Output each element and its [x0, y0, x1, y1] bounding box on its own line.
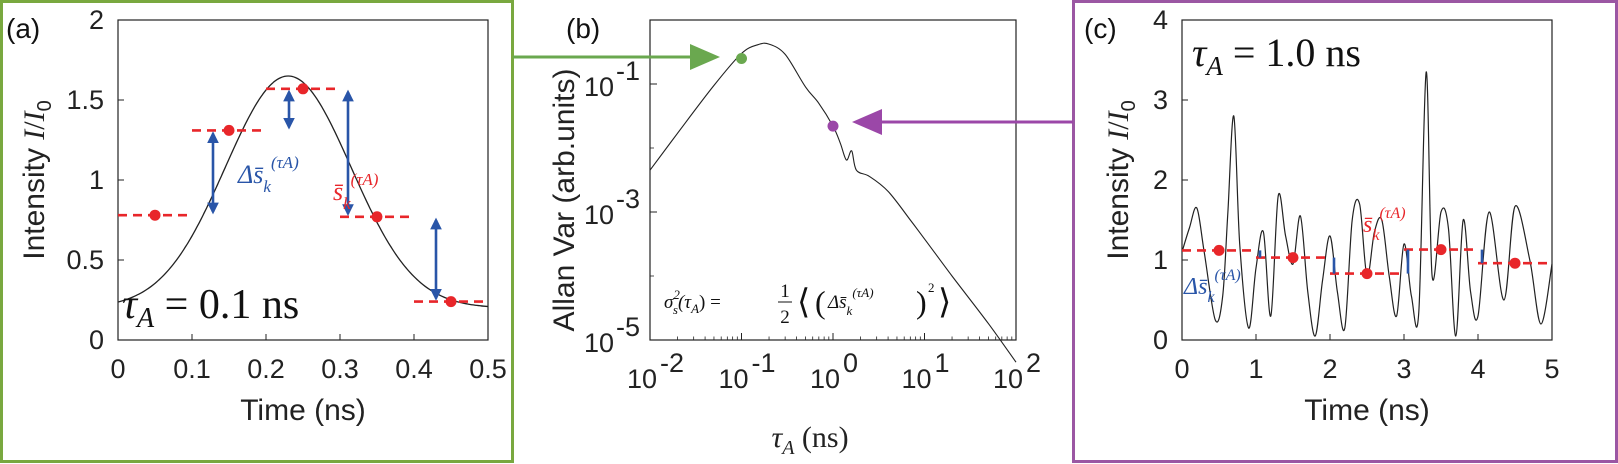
panel-c-y-axis-label: Intensity I/I0	[1102, 100, 1140, 260]
x-tick-label: 10	[993, 364, 1023, 394]
x-tick-label: 10	[627, 364, 657, 394]
panel-a-label: (a)	[6, 13, 40, 44]
svg-text:2: 2	[928, 280, 935, 295]
mean-step-point	[1509, 257, 1521, 269]
y-tick-exponent: -5	[616, 312, 640, 342]
x-tick-label: 0	[1174, 354, 1189, 384]
connector-purple	[852, 109, 1073, 135]
y-tick-label: 10	[584, 200, 614, 230]
mean-step-point	[1361, 268, 1373, 280]
mean-step-point	[371, 211, 383, 223]
panel-a-frame	[0, 0, 514, 463]
panel-a-curve-group	[117, 75, 489, 308]
x-tick-exponent: -1	[752, 348, 776, 378]
x-tick-label: 10	[901, 364, 931, 394]
svg-text:1: 1	[780, 281, 790, 302]
svg-text:(: (	[815, 284, 826, 320]
mean-step-point	[445, 296, 457, 308]
x-tick-label: 0.3	[321, 354, 359, 384]
intensity-curve	[117, 75, 489, 308]
x-tick-label: 0.4	[395, 354, 433, 384]
mean-step-point	[223, 124, 235, 136]
tau-marker	[736, 53, 747, 65]
mean-step-point	[1287, 252, 1299, 264]
panel-b-label: (b)	[566, 13, 600, 44]
mean-step-point	[1213, 244, 1225, 256]
x-tick-exponent: 2	[1026, 348, 1041, 378]
x-tick-label: 4	[1470, 354, 1485, 384]
panel-c-tau-annotation: τA = 1.0 ns	[1192, 30, 1361, 81]
panel-b-curve-group	[649, 42, 1017, 363]
panel-c-x-axis-label: Time (ns)	[1304, 394, 1430, 427]
x-tick-label: 2	[1322, 354, 1337, 384]
x-tick-label: 10	[810, 364, 840, 394]
panel-a: (a) 0 0.1 0.2 0.3 0.4 0.500.511.52 Time (ns) …	[6, 5, 507, 427]
x-tick-label: 0.2	[247, 354, 285, 384]
panel-b-y-axis-label: Allan Var (arb.units)	[548, 69, 581, 332]
svg-text:Δs̄k(τA): Δs̄k(τA)	[827, 285, 874, 318]
tau-marker	[827, 120, 839, 132]
panel-a-x-axis-label: Time (ns)	[240, 394, 366, 427]
intensity-curve	[1181, 71, 1553, 337]
panel-c-s-label: s̄k(τA)	[1363, 205, 1406, 244]
panel-b-formula: σ2 s(τA) = 1 2 ⟨ ( Δs̄k(τA) ) 2 ⟩	[664, 280, 951, 328]
y-tick-exponent: -3	[616, 184, 640, 214]
x-tick-label: 10	[718, 364, 748, 394]
svg-text:⟩: ⟩	[938, 284, 951, 321]
panel-c-ticks: 0 1 2 3 4 5 0 1 2 3 4	[1153, 5, 1560, 384]
mean-step-point	[297, 83, 309, 95]
y-tick-label: 0	[1153, 325, 1168, 355]
x-tick-exponent: -2	[660, 348, 684, 378]
x-tick-label: 5	[1544, 354, 1559, 384]
svg-text:⟨: ⟨	[797, 284, 810, 321]
panel-a-arrows-group	[207, 89, 442, 301]
x-tick-label: 0.1	[173, 354, 211, 384]
y-tick-label: 3	[1153, 85, 1168, 115]
panel-c-steps-group	[1182, 244, 1552, 280]
allan-variance-curve	[649, 42, 1017, 363]
panel-a-s-label: s̄k(τA)	[333, 170, 379, 213]
x-tick-label: 0	[110, 354, 125, 384]
x-tick-label: 0.5	[469, 354, 507, 384]
x-tick-label: 3	[1396, 354, 1411, 384]
panel-c-label: (c)	[1084, 13, 1117, 44]
panel-a-tau-annotation: τA = 0.1 ns	[122, 282, 299, 334]
mean-step-point	[149, 209, 161, 221]
panel-c-frame	[1072, 0, 1618, 463]
y-tick-exponent: -1	[616, 56, 640, 86]
y-tick-label: 4	[1153, 5, 1168, 35]
y-tick-label: 0	[89, 325, 104, 355]
panel-a-steps-group	[118, 83, 488, 308]
panel-b-markers-group	[736, 53, 839, 132]
y-tick-label: 10	[584, 72, 614, 102]
y-tick-label: 0.5	[66, 245, 104, 275]
panel-a-ticks: 0 0.1 0.2 0.3 0.4 0.5 0 0.5 1 1.5 2	[66, 5, 506, 384]
mean-step-point	[1435, 244, 1447, 256]
panel-a-y-axis-label: Intensity I/I0	[18, 100, 56, 260]
svg-text:σ2s(τA) =: σ2 s(τA) =	[664, 287, 721, 317]
y-tick-label: 1.5	[66, 85, 104, 115]
y-tick-label: 10	[584, 328, 614, 358]
y-tick-label: 1	[1153, 245, 1168, 275]
panel-a-delta-label: Δs̄k(τA)	[237, 153, 299, 196]
y-tick-label: 1	[89, 165, 104, 195]
panel-b-x-axis-label: τA (ns)	[771, 421, 848, 459]
connector-green	[513, 44, 720, 70]
x-tick-label: 1	[1248, 354, 1263, 384]
panel-c-delta-ticks-group	[1258, 249, 1484, 274]
panel-c-delta-label: Δs̄k(τA)	[1183, 267, 1241, 306]
svg-text:2: 2	[780, 307, 790, 328]
svg-text:): )	[916, 284, 927, 320]
x-tick-exponent: 0	[843, 348, 858, 378]
y-tick-label: 2	[89, 5, 104, 35]
panel-c-curve-group	[1181, 71, 1553, 337]
y-tick-label: 2	[1153, 165, 1168, 195]
panel-c: (c) 0 1 2 3 4 5 0 1 2 3 4 Time (ns) Intensity I/I0…	[1084, 5, 1560, 427]
x-tick-exponent: 1	[935, 348, 950, 378]
